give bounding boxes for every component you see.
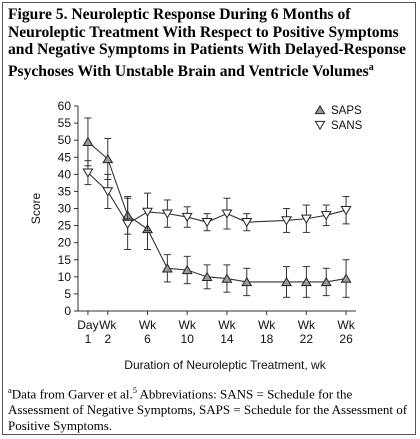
footnote: aData from Garver et al.5 Abbreviations:… (8, 382, 412, 434)
x-tick-label-top: Wk (298, 318, 316, 332)
data-point (142, 207, 153, 218)
y-tick-label: 40 (58, 167, 72, 181)
data-point (201, 271, 213, 282)
series-layer (82, 117, 352, 298)
data-point (82, 136, 94, 147)
x-tick-label-top: Wk (139, 318, 157, 332)
data-point (181, 212, 193, 223)
title-line-text: Psychoses With Unstable Brain and Ventri… (8, 62, 369, 80)
footnote-ref: 5 (132, 385, 137, 395)
x-tick-label-bottom: 18 (260, 332, 274, 346)
title-line: Psychoses With Unstable Brain and Ventri… (8, 59, 412, 81)
data-point (241, 276, 253, 287)
y-tick-label: 15 (58, 253, 72, 267)
legend-label: SAPS (331, 105, 362, 117)
chart: 051015202530354045505560Day1Wk2Wk6Wk10Wk… (29, 99, 363, 372)
x-axis-label: Duration of Neuroleptic Treatment, wk (124, 358, 326, 372)
title-footnote-mark: a (368, 61, 374, 73)
x-tick-label-bottom: 10 (181, 332, 195, 346)
y-tick-label: 20 (58, 236, 72, 250)
legend-label: SANS (331, 120, 363, 132)
data-point (221, 273, 233, 283)
x-tick-label-bottom: 6 (144, 332, 151, 346)
title-line: and Negative Symptoms in Patients With D… (8, 41, 406, 58)
x-tick-label-bottom: 26 (339, 332, 353, 346)
figure-title: Figure 5. Neuroleptic Response During 6 … (8, 6, 412, 80)
x-tick-label-top: Wk (179, 318, 197, 332)
y-tick-label: 50 (58, 133, 72, 147)
figure-frame (2, 2, 416, 435)
data-point (201, 217, 213, 228)
data-point (221, 209, 233, 219)
data-point (102, 153, 114, 164)
data-point (281, 216, 292, 226)
y-tick-label: 5 (64, 287, 71, 301)
data-point (241, 217, 253, 228)
y-tick-label: 25 (58, 219, 72, 233)
y-tick-label: 35 (58, 184, 72, 198)
x-tick-label-top: Wk (218, 318, 236, 332)
y-axis-label: Score (29, 193, 43, 225)
data-point (161, 263, 173, 273)
data-point (300, 214, 312, 224)
y-tick-label: 0 (64, 304, 71, 318)
y-tick-label: 60 (58, 99, 72, 113)
x-tick-label-bottom: 22 (300, 332, 314, 346)
data-point (281, 276, 292, 287)
footnote-text-2: Abbreviations: SANS = Schedule for the A… (8, 386, 408, 434)
data-point (340, 273, 352, 283)
data-point (340, 206, 352, 216)
footnote-mark: a (8, 385, 12, 395)
data-point (320, 211, 332, 221)
data-point (122, 219, 134, 230)
x-tick-label-top: Day (77, 318, 98, 332)
x-tick-label-top: Wk (99, 318, 117, 332)
y-tick-label: 30 (58, 202, 72, 216)
y-tick-label: 55 (58, 116, 72, 130)
data-point (181, 264, 193, 275)
data-point (161, 209, 173, 219)
y-tick-label: 45 (58, 150, 72, 164)
data-point (102, 187, 114, 197)
series-sans (82, 160, 352, 250)
x-tick-label-top: Wk (337, 318, 355, 332)
legend: SAPS SANS (314, 104, 363, 132)
title-line: Figure 5. Neuroleptic Response During 6 … (8, 6, 351, 23)
footnote-text-1: Data from Garver et al. (11, 386, 133, 402)
x-tick-label-top: Wk (258, 318, 276, 332)
legend-marker (314, 120, 326, 131)
data-point (82, 168, 94, 178)
x-tick-label-bottom: 2 (104, 332, 111, 346)
series-saps (82, 117, 352, 298)
title-line: Neuroleptic Treatment With Respect to Po… (8, 23, 399, 41)
data-point (320, 276, 332, 287)
x-tick-label-bottom: 1 (85, 332, 92, 346)
legend-marker (314, 104, 326, 115)
y-tick-label: 10 (58, 270, 72, 284)
axes: 051015202530354045505560Day1Wk2Wk6Wk10Wk… (58, 99, 356, 346)
data-point (300, 276, 312, 287)
x-tick-label-bottom: 14 (220, 332, 234, 346)
